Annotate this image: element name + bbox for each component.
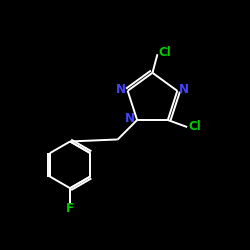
Text: N: N bbox=[116, 83, 126, 96]
Text: N: N bbox=[179, 83, 189, 96]
Text: Cl: Cl bbox=[188, 120, 201, 133]
Text: F: F bbox=[66, 202, 74, 215]
Text: Cl: Cl bbox=[158, 46, 171, 59]
Text: N: N bbox=[124, 112, 134, 125]
